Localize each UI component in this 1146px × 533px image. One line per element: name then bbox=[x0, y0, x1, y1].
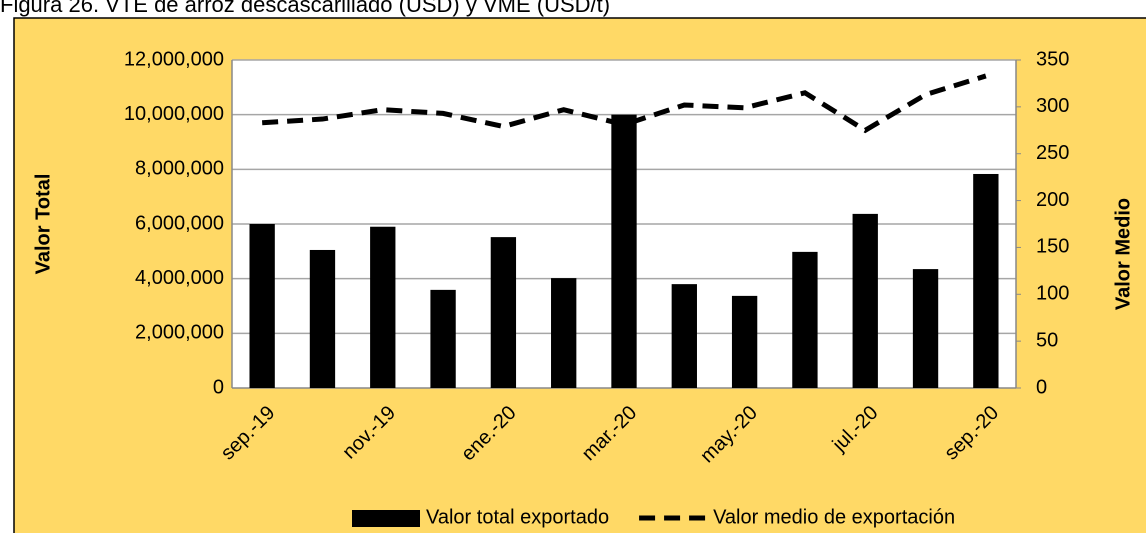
y-tick-label: 6,000,000 bbox=[135, 212, 224, 234]
y-tick-label: 0 bbox=[213, 376, 224, 398]
bar bbox=[973, 173, 999, 388]
y2-tick-label: 0 bbox=[1036, 376, 1047, 398]
bar bbox=[490, 237, 517, 388]
y-tick-label: 10,000,000 bbox=[124, 103, 224, 125]
y-tick-label: 4,000,000 bbox=[135, 267, 224, 289]
y2-tick-label: 300 bbox=[1036, 95, 1069, 117]
y-tick-label: 12,000,000 bbox=[124, 48, 224, 70]
y2-tick-label: 200 bbox=[1036, 189, 1069, 211]
legend-label: Valor medio de exportación bbox=[713, 506, 955, 528]
bar bbox=[551, 278, 577, 388]
bar bbox=[852, 213, 878, 388]
y2-tick-label: 100 bbox=[1036, 283, 1069, 305]
bar bbox=[249, 224, 275, 388]
bar bbox=[430, 289, 456, 388]
y-tick-label: 8,000,000 bbox=[135, 158, 224, 180]
bar bbox=[792, 251, 818, 388]
y2-tick-label: 50 bbox=[1036, 329, 1058, 351]
bar bbox=[912, 269, 939, 388]
y-axis-title: Valor Total bbox=[32, 174, 54, 275]
y2-tick-label: 350 bbox=[1036, 48, 1069, 70]
bar bbox=[309, 249, 336, 388]
legend-swatch bbox=[352, 510, 420, 527]
bar bbox=[370, 226, 396, 388]
line bbox=[261, 73, 987, 134]
chart-title: Figura 26. VTE de arroz descascarillado … bbox=[0, 0, 610, 17]
y2-axis-title: Valor Medio bbox=[1112, 198, 1134, 310]
y2-tick-label: 250 bbox=[1036, 142, 1069, 164]
bar bbox=[731, 295, 758, 388]
legend-label: Valor total exportado bbox=[426, 506, 609, 528]
bar bbox=[671, 284, 697, 388]
y2-tick-label: 150 bbox=[1036, 236, 1069, 258]
y-tick-label: 2,000,000 bbox=[135, 322, 224, 344]
bar bbox=[611, 114, 637, 389]
